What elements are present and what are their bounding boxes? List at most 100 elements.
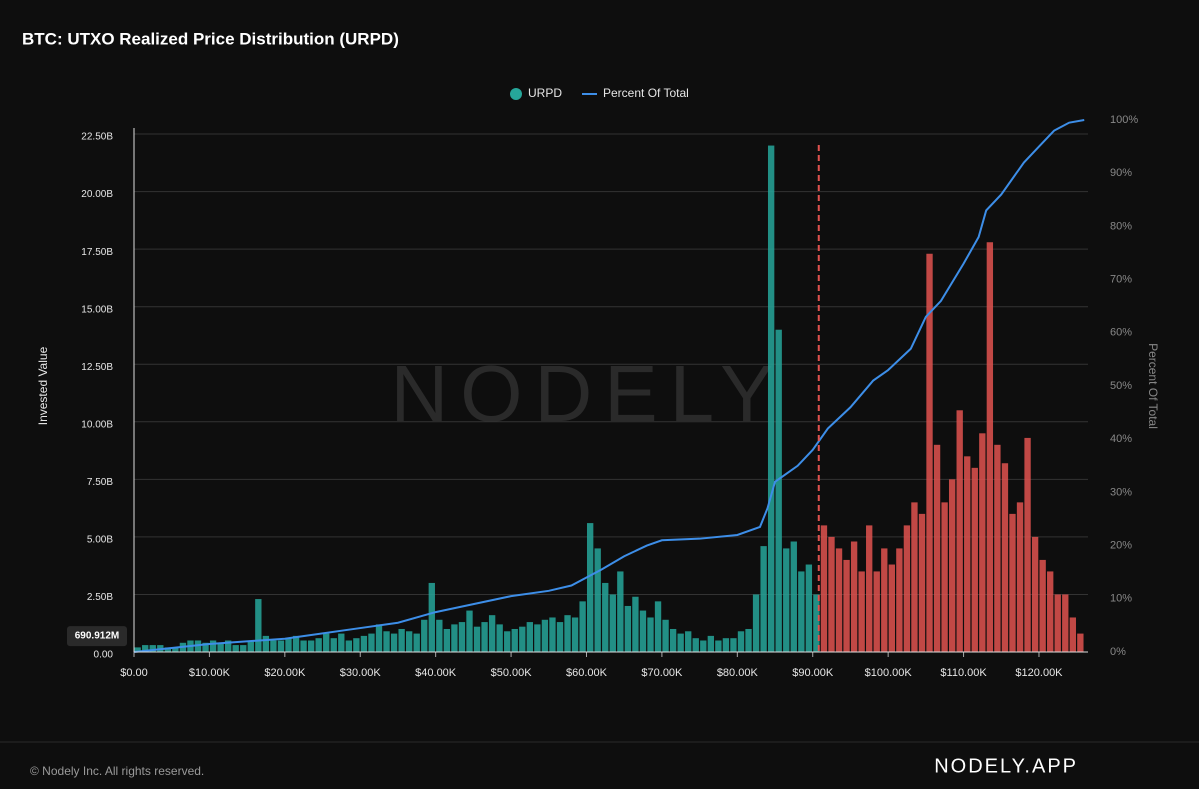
bar (255, 599, 262, 652)
x-tick-label: $60.00K (566, 667, 608, 679)
x-tick-label: $30.00K (340, 667, 382, 679)
bar (338, 633, 345, 652)
bar (813, 594, 820, 652)
y2-tick-label: 80% (1110, 220, 1132, 232)
bar (1047, 571, 1054, 652)
footer-text: © Nodely Inc. All rights reserved. (30, 764, 204, 778)
bar (1009, 513, 1016, 652)
bar (405, 631, 413, 652)
legend-swatch (510, 88, 522, 100)
bar (300, 640, 307, 652)
bar (330, 638, 337, 652)
bar (217, 642, 224, 652)
legend-label: URPD (528, 86, 562, 100)
bar (767, 145, 775, 652)
bar (617, 571, 624, 652)
bar (202, 642, 209, 652)
bar (428, 582, 435, 652)
bar (669, 628, 677, 652)
bar (360, 635, 368, 652)
bar (903, 525, 911, 652)
bar (564, 615, 571, 652)
y2-axis-title: Percent Of Total (1146, 343, 1160, 429)
y2-tick-label: 60% (1110, 327, 1132, 339)
bar (1039, 559, 1046, 652)
bar (677, 633, 684, 652)
x-tick-label: $70.00K (641, 667, 683, 679)
x-tick-label: $100.00K (865, 667, 913, 679)
bar (421, 619, 428, 652)
bar (730, 638, 737, 652)
bar (504, 631, 511, 652)
x-tick-label: $50.00K (491, 667, 533, 679)
bar (918, 513, 926, 652)
y-tick-label: 10.00B (81, 419, 113, 430)
bar (1001, 463, 1009, 652)
bar (232, 645, 239, 652)
bar (775, 329, 782, 652)
brand: NODELY.APP (934, 755, 1078, 777)
bar (707, 635, 714, 652)
bar (647, 617, 654, 652)
y2-tick-label: 40% (1110, 433, 1132, 445)
bar (390, 633, 398, 652)
bar (473, 626, 481, 652)
bar (994, 444, 1001, 652)
y2-tick-label: 0% (1110, 646, 1126, 658)
bar (971, 467, 978, 652)
bar (760, 546, 767, 652)
y2-tick-label: 70% (1110, 274, 1132, 286)
bar (307, 640, 315, 652)
y-tick-label: 0.00 (94, 650, 114, 661)
legend-label: Percent Of Total (603, 86, 689, 100)
bar (835, 548, 843, 652)
bar (458, 622, 466, 652)
cursor-label: 690.912M (75, 631, 119, 642)
bar (285, 638, 292, 652)
bar (737, 631, 745, 652)
y2-tick-label: 30% (1110, 486, 1132, 498)
bar (534, 624, 541, 652)
x-tick-label: $40.00K (415, 667, 457, 679)
cursor-label-box (67, 626, 127, 647)
x-tick-label: $10.00K (189, 667, 231, 679)
x-tick-label: $120.00K (1015, 667, 1063, 679)
x-tick-label: $80.00K (717, 667, 759, 679)
bar (164, 647, 172, 652)
x-tick-label: $110.00K (940, 667, 987, 679)
x-tick-label: $0.00 (120, 667, 148, 679)
y-tick-label: 2.50B (87, 592, 113, 603)
bar (745, 628, 752, 652)
bar (896, 548, 903, 652)
cumulative-line (133, 119, 1085, 653)
bar (602, 582, 609, 652)
bar (715, 640, 722, 652)
bar (172, 647, 179, 652)
bar (142, 645, 149, 652)
bar (692, 638, 699, 652)
bar (873, 571, 880, 652)
bar (828, 536, 835, 652)
bar (843, 559, 850, 652)
y-tick-label: 12.50B (81, 362, 113, 373)
bar (948, 479, 956, 652)
bar (722, 638, 730, 652)
bar (586, 523, 594, 652)
bar (443, 628, 451, 652)
bar (398, 628, 405, 652)
bar (639, 610, 647, 652)
bar (624, 605, 632, 652)
bar (933, 444, 941, 652)
bar (519, 626, 526, 652)
bar (270, 640, 277, 652)
bar (209, 640, 217, 652)
bar (820, 525, 828, 652)
bar (850, 541, 858, 652)
chart-title: BTC: UTXO Realized Price Distribution (U… (22, 29, 399, 48)
y2-tick-label: 10% (1110, 593, 1132, 605)
bar (1062, 594, 1069, 652)
bar (383, 631, 390, 652)
bar (783, 548, 790, 652)
x-tick-label: $20.00K (264, 667, 306, 679)
y2-tick-label: 50% (1110, 380, 1132, 392)
